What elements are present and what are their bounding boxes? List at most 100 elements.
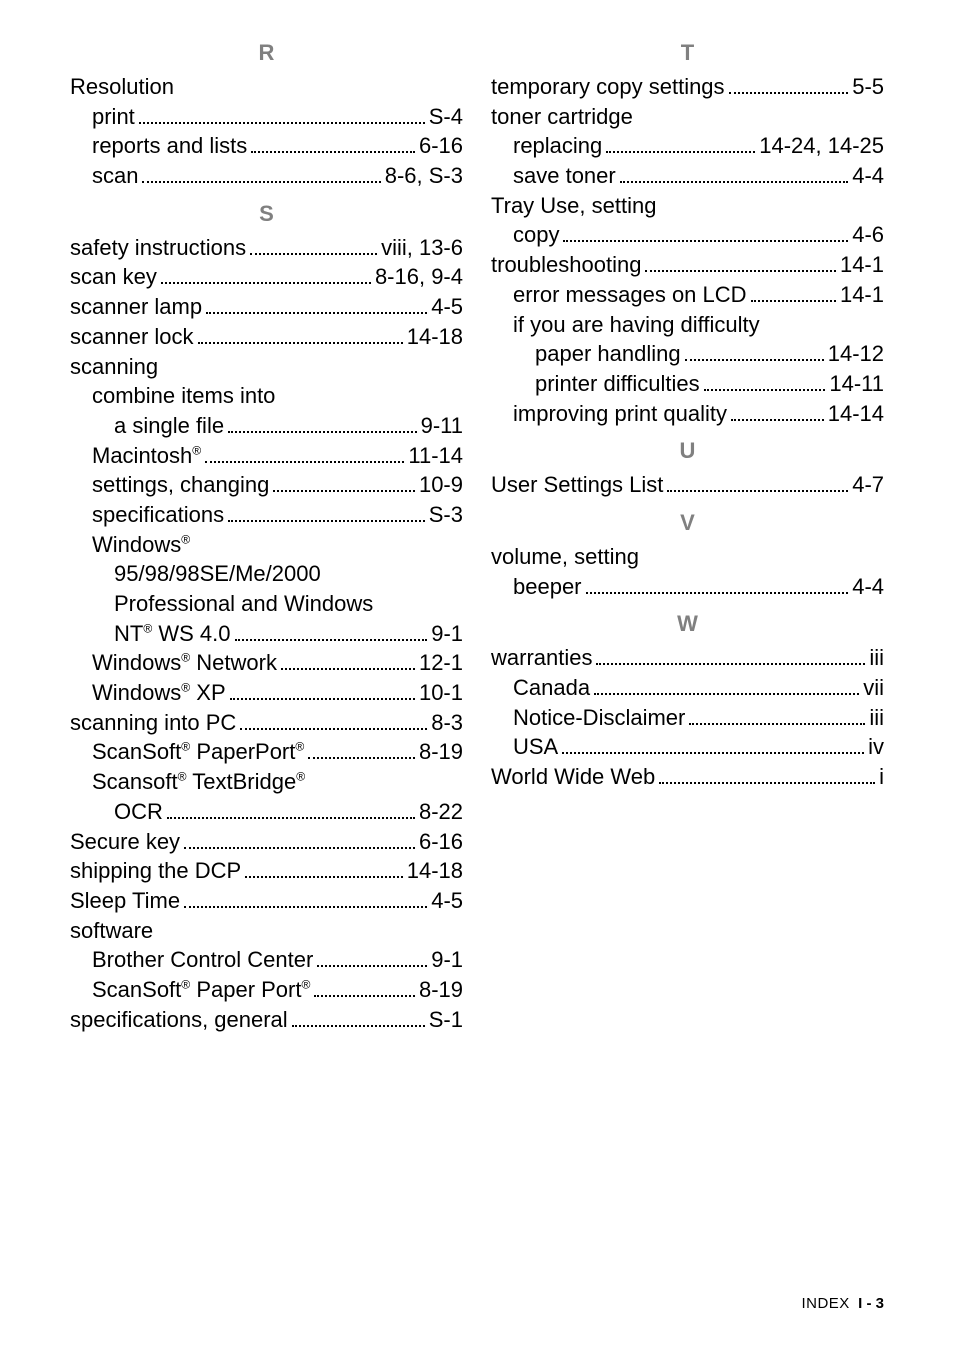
index-entry: Tray Use, setting	[491, 191, 884, 221]
index-entry-page: 14-24, 14-25	[759, 131, 884, 161]
index-entry-label: software	[70, 916, 153, 946]
index-entry-page: S-1	[429, 1005, 463, 1035]
index-entry-label: User Settings List	[491, 470, 663, 500]
index-entry: ScanSoft® PaperPort®8-19	[70, 737, 463, 767]
index-entry-page: iii	[869, 643, 884, 673]
index-entry-page: S-4	[429, 102, 463, 132]
dot-leader	[292, 1025, 425, 1027]
index-entry-page: 14-18	[407, 322, 463, 352]
dot-leader	[228, 520, 425, 522]
index-entry: if you are having difficulty	[491, 310, 884, 340]
dot-leader	[228, 431, 417, 433]
dot-leader	[689, 723, 865, 725]
index-entry-page: 4-4	[852, 161, 884, 191]
index-entry-page: 14-1	[840, 280, 884, 310]
index-entry-page: i	[879, 762, 884, 792]
section-letter: V	[491, 510, 884, 536]
dot-leader	[184, 847, 415, 849]
dot-leader	[645, 270, 836, 272]
index-columns: RResolutionprintS-4reports and lists6-16…	[70, 30, 884, 1034]
dot-leader	[562, 752, 864, 754]
dot-leader	[167, 817, 415, 819]
index-entry: improving print quality 14-14	[491, 399, 884, 429]
index-entry-page: 9-11	[421, 411, 463, 441]
section-letter: W	[491, 611, 884, 637]
index-entry-page: S-3	[429, 500, 463, 530]
index-entry-label: Canada	[513, 673, 590, 703]
index-entry-page: 9-1	[431, 619, 463, 649]
index-entry-label: NT® WS 4.0	[114, 619, 231, 649]
index-entry-label: toner cartridge	[491, 102, 633, 132]
index-entry: USAiv	[491, 732, 884, 762]
index-entry-label: Notice-Disclaimer	[513, 703, 685, 733]
index-entry: Brother Control Center9-1	[70, 945, 463, 975]
index-entry-page: 4-7	[852, 470, 884, 500]
dot-leader	[563, 240, 848, 242]
index-entry: OCR8-22	[70, 797, 463, 827]
index-entry-page: 11-14	[408, 441, 463, 471]
dot-leader	[594, 693, 859, 695]
dot-leader	[314, 995, 415, 997]
index-entry-label: specifications, general	[70, 1005, 288, 1035]
index-entry-page: 8-19	[419, 737, 463, 767]
index-entry: warrantiesiii	[491, 643, 884, 673]
index-entry-page: 4-4	[852, 572, 884, 602]
index-entry: scan8-6, S-3	[70, 161, 463, 191]
index-entry-label: Windows® Network	[92, 648, 277, 678]
dot-leader	[586, 592, 849, 594]
index-entry: Professional and Windows	[70, 589, 463, 619]
index-entry-page: 14-11	[829, 369, 884, 399]
index-entry-label: Windows®	[92, 530, 190, 560]
index-entry-page: 8-22	[419, 797, 463, 827]
dot-leader	[235, 639, 428, 641]
index-entry: Resolution	[70, 72, 463, 102]
dot-leader	[245, 876, 403, 878]
dot-leader	[142, 181, 380, 183]
index-entry-label: Sleep Time	[70, 886, 180, 916]
index-entry-label: if you are having difficulty	[513, 310, 760, 340]
index-entry-label: 95/98/98SE/Me/2000	[114, 559, 321, 589]
dot-leader	[139, 122, 425, 124]
index-entry-label: print	[92, 102, 135, 132]
index-entry-page: 5-5	[852, 72, 884, 102]
index-entry-label: Secure key	[70, 827, 180, 857]
index-entry-label: Professional and Windows	[114, 589, 373, 619]
section-letter: R	[70, 40, 463, 66]
index-entry-label: error messages on LCD	[513, 280, 747, 310]
index-entry-label: temporary copy settings	[491, 72, 725, 102]
index-entry-page: iii	[869, 703, 884, 733]
index-entry: a single file9-11	[70, 411, 463, 441]
dot-leader	[667, 490, 848, 492]
index-entry-page: 8-19	[419, 975, 463, 1005]
index-entry-label: improving print quality	[513, 399, 727, 429]
index-entry: scanner lock14-18	[70, 322, 463, 352]
dot-leader	[308, 757, 415, 759]
index-entry-page: 9-1	[431, 945, 463, 975]
section-letter: T	[491, 40, 884, 66]
index-entry-page: 14-14	[828, 399, 884, 429]
dot-leader	[250, 253, 377, 255]
index-entry-label: Resolution	[70, 72, 174, 102]
index-entry: shipping the DCP14-18	[70, 856, 463, 886]
index-entry: 95/98/98SE/Me/2000	[70, 559, 463, 589]
index-entry-label: paper handling	[535, 339, 681, 369]
index-entry-label: troubleshooting	[491, 250, 641, 280]
index-entry-page: iv	[868, 732, 884, 762]
index-entry: combine items into	[70, 381, 463, 411]
index-entry: safety instructionsviii, 13-6	[70, 233, 463, 263]
index-entry: paper handling 14-12	[491, 339, 884, 369]
dot-leader	[620, 181, 848, 183]
index-entry-page: 14-12	[828, 339, 884, 369]
dot-leader	[240, 728, 427, 730]
section-letter: S	[70, 201, 463, 227]
index-entry: troubleshooting14-1	[491, 250, 884, 280]
index-entry: scanner lamp 4-5	[70, 292, 463, 322]
index-entry-label: scanner lamp	[70, 292, 202, 322]
dot-leader	[205, 461, 404, 463]
dot-leader	[596, 663, 865, 665]
dot-leader	[206, 312, 427, 314]
index-entry-page: 4-5	[431, 292, 463, 322]
index-entry-page: 10-1	[419, 678, 463, 708]
index-entry-label: Tray Use, setting	[491, 191, 656, 221]
index-entry-label: World Wide Web	[491, 762, 655, 792]
